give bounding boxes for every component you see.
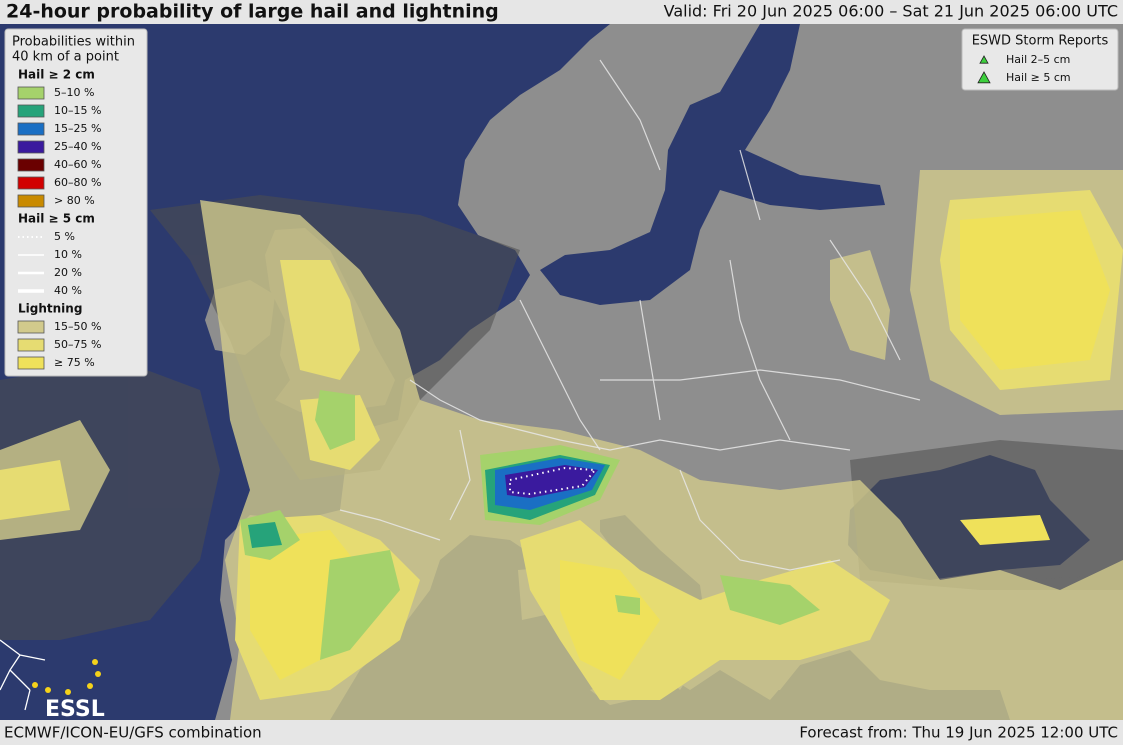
legend-title: 40 km of a point	[12, 50, 119, 65]
legend-label: 10–15 %	[54, 104, 101, 117]
legend-swatch	[17, 104, 45, 118]
legend-heading: Lightning	[18, 302, 82, 316]
legend-label: 20 %	[54, 266, 82, 279]
legend-label: 5 %	[54, 230, 75, 243]
reports-title: ESWD Storm Reports	[972, 34, 1109, 49]
legend-swatch	[17, 176, 45, 190]
footer-right: Forecast from: Thu 19 Jun 2025 12:00 UTC	[799, 724, 1118, 742]
legend-label: ≥ 75 %	[54, 356, 95, 369]
logo-stars	[32, 659, 101, 695]
legend-swatch	[17, 122, 45, 136]
logo: ESSL	[0, 639, 105, 722]
legend-swatch	[17, 140, 45, 154]
legend-swatch	[17, 320, 45, 334]
reports-box	[961, 28, 1119, 91]
storm-reports: ESWD Storm Reports Hail 2–5 cm Hail ≥ 5 c…	[961, 28, 1119, 91]
legend-label: 15–25 %	[54, 122, 101, 135]
legend-heading: Hail ≥ 5 cm	[18, 212, 95, 226]
map	[0, 24, 1123, 720]
report-label: Hail ≥ 5 cm	[1006, 71, 1071, 84]
report-marker	[979, 55, 989, 64]
legend-swatch	[17, 356, 45, 370]
legend-label: 25–40 %	[54, 140, 101, 153]
legend-label: 5–10 %	[54, 86, 94, 99]
legend-swatch	[17, 86, 45, 100]
baltic-sea	[540, 24, 885, 305]
report-label: Hail 2–5 cm	[1006, 53, 1070, 66]
report-marker	[977, 71, 991, 84]
legend-heading: Hail ≥ 2 cm	[18, 68, 95, 82]
country-borders	[339, 59, 921, 571]
title: 24-hour probability of large hail and li…	[6, 1, 499, 23]
legend-swatch	[17, 158, 45, 172]
legend-label: 10 %	[54, 248, 82, 261]
logo-text: ESSL	[45, 697, 105, 722]
legend-label: 15–50 %	[54, 320, 101, 333]
legend-swatch	[17, 194, 45, 208]
legend-label: 60–80 %	[54, 176, 101, 189]
legend-label: 40 %	[54, 284, 82, 297]
legend-label: 50–75 %	[54, 338, 101, 351]
legend-label: > 80 %	[54, 194, 95, 207]
valid-time: Valid: Fri 20 Jun 2025 06:00 – Sat 21 Ju…	[664, 2, 1118, 21]
footer-left: ECMWF/ICON-EU/GFS combination	[4, 724, 262, 742]
hail-25-40	[505, 465, 598, 498]
legend-label: 40–60 %	[54, 158, 101, 171]
legend-swatch	[17, 338, 45, 352]
hail-5cm-5	[509, 466, 597, 496]
logo-lightning	[0, 639, 46, 711]
legend-title: Probabilities within	[12, 35, 135, 50]
